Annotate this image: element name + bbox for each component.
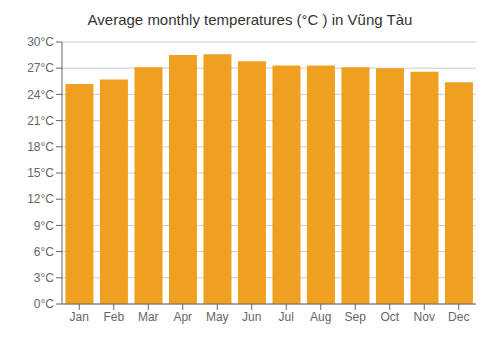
svg-text:Aug: Aug [310, 310, 331, 324]
svg-text:15°C: 15°C [27, 166, 54, 180]
svg-text:Jul: Jul [279, 310, 294, 324]
svg-text:Jan: Jan [70, 310, 89, 324]
svg-text:Sep: Sep [345, 310, 367, 324]
html-text:Average monthly temperatures (: Average monthly temperatures (°C ) in Vũ… [87, 11, 413, 28]
svg-text:6°C: 6°C [34, 245, 54, 259]
svg-text:27°C: 27°C [27, 61, 54, 75]
svg-text:Mar: Mar [138, 310, 159, 324]
svg-text:9°C: 9°C [34, 219, 54, 233]
svg-text:30°C: 30°C [27, 35, 54, 49]
svg-text:Jun: Jun [242, 310, 261, 324]
svg-text:18°C: 18°C [27, 140, 54, 154]
svg-text:May: May [206, 310, 229, 324]
svg-text:Oct: Oct [380, 310, 399, 324]
svg-text:12°C: 12°C [27, 192, 54, 206]
svg-text:24°C: 24°C [27, 88, 54, 102]
svg-text:3°C: 3°C [34, 271, 54, 285]
svg-text:0°C: 0°C [34, 297, 54, 311]
svg-text:21°C: 21°C [27, 114, 54, 128]
svg-text:Nov: Nov [414, 310, 435, 324]
svg-text:Dec: Dec [448, 310, 469, 324]
svg-text:Apr: Apr [173, 310, 192, 324]
svg-text:Feb: Feb [103, 310, 124, 324]
